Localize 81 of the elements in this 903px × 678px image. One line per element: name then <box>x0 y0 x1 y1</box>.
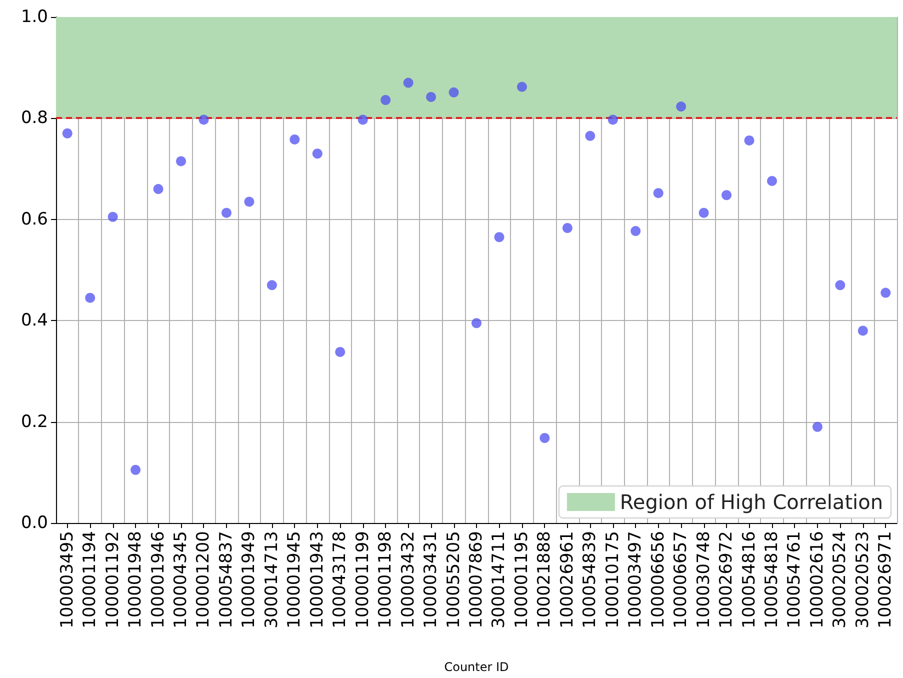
x-tick-label: 100006656 <box>648 531 668 628</box>
point <box>585 130 596 141</box>
point <box>880 288 891 298</box>
x-tick-label: 100026971 <box>876 531 896 628</box>
point <box>266 280 277 290</box>
x-tick-label: 100010175 <box>602 531 623 628</box>
point <box>153 184 164 194</box>
point <box>335 346 346 357</box>
x-tick-label: 300020524 <box>830 531 850 628</box>
point <box>108 212 118 222</box>
x-tick-label: 300014711 <box>489 531 510 628</box>
x-tick-label: 100002616 <box>807 531 828 628</box>
x-tick-label: 100001199 <box>352 531 373 628</box>
x-tick-label: 100007869 <box>466 531 486 628</box>
point <box>358 114 368 125</box>
x-tick-label: 100001943 <box>307 531 328 628</box>
x-tick-label: 100004345 <box>171 531 192 628</box>
point <box>448 87 459 98</box>
point <box>608 114 618 125</box>
point <box>562 223 572 233</box>
x-tick-label: 100054761 <box>784 531 805 628</box>
point <box>835 280 846 290</box>
x-tick-label: 100006657 <box>671 531 692 628</box>
x-tick-label: 100001949 <box>239 531 260 628</box>
y-tick-label: 0.8 <box>20 108 48 128</box>
y-tick-label: 0.2 <box>20 412 48 432</box>
x-tick-label: 100001198 <box>376 531 396 628</box>
x-tick-label: 100003497 <box>626 531 646 628</box>
y-tick-label: 0.6 <box>20 209 48 230</box>
point <box>698 208 709 218</box>
point <box>403 78 414 88</box>
legend-label: Region of High Correlation <box>620 490 884 514</box>
point <box>380 94 391 105</box>
point <box>812 422 822 432</box>
point <box>653 188 664 198</box>
x-tick-label: 100030748 <box>694 531 714 628</box>
x-tick-label: 100003431 <box>421 531 442 628</box>
x-tick-label: 100001948 <box>126 531 146 628</box>
x-tick-label: 100001945 <box>284 531 305 628</box>
point <box>290 134 300 144</box>
x-tick-label: 100054837 <box>216 531 236 628</box>
x-tick-label: 100026972 <box>716 531 737 628</box>
y-tick-label: 0.0 <box>20 513 48 533</box>
x-tick-label: 100054839 <box>580 531 600 628</box>
x-tick-label: 100001194 <box>80 531 100 628</box>
x-tick-label: 100003495 <box>57 531 78 628</box>
x-tick-label: 100055205 <box>444 531 464 628</box>
x-axis-title: Counter ID <box>444 660 509 674</box>
x-tick-label: 100021888 <box>534 531 555 628</box>
point <box>494 232 504 242</box>
point <box>312 148 322 159</box>
x-tick-label: 100001195 <box>512 531 532 628</box>
x-tick-label: 100043178 <box>330 531 350 628</box>
point <box>766 176 777 186</box>
x-tick-label: 100001200 <box>194 531 214 628</box>
x-tick-label: 300014713 <box>262 531 282 628</box>
x-tick-label: 100026961 <box>557 531 578 628</box>
x-tick-label: 100001192 <box>102 531 123 628</box>
x-tick-label: 300020523 <box>852 531 873 628</box>
x-tick-label: 100001946 <box>148 531 168 628</box>
point <box>540 432 550 443</box>
point <box>85 292 96 303</box>
point <box>630 226 641 236</box>
x-tick-label: 100054818 <box>762 531 782 628</box>
point <box>198 114 209 125</box>
point <box>426 92 436 102</box>
point <box>516 82 527 92</box>
point <box>472 318 482 328</box>
point <box>176 156 186 166</box>
y-tick-label: 1.0 <box>20 7 48 27</box>
point <box>722 190 732 200</box>
y-tick-label: 0.4 <box>20 310 48 331</box>
point <box>744 135 754 146</box>
x-tick-label: 100003432 <box>398 531 418 628</box>
point <box>244 196 254 207</box>
point <box>221 208 232 218</box>
point <box>130 464 141 475</box>
point <box>62 128 72 138</box>
x-tick-label: 100054816 <box>739 531 760 628</box>
point <box>676 102 686 112</box>
point <box>858 326 868 336</box>
